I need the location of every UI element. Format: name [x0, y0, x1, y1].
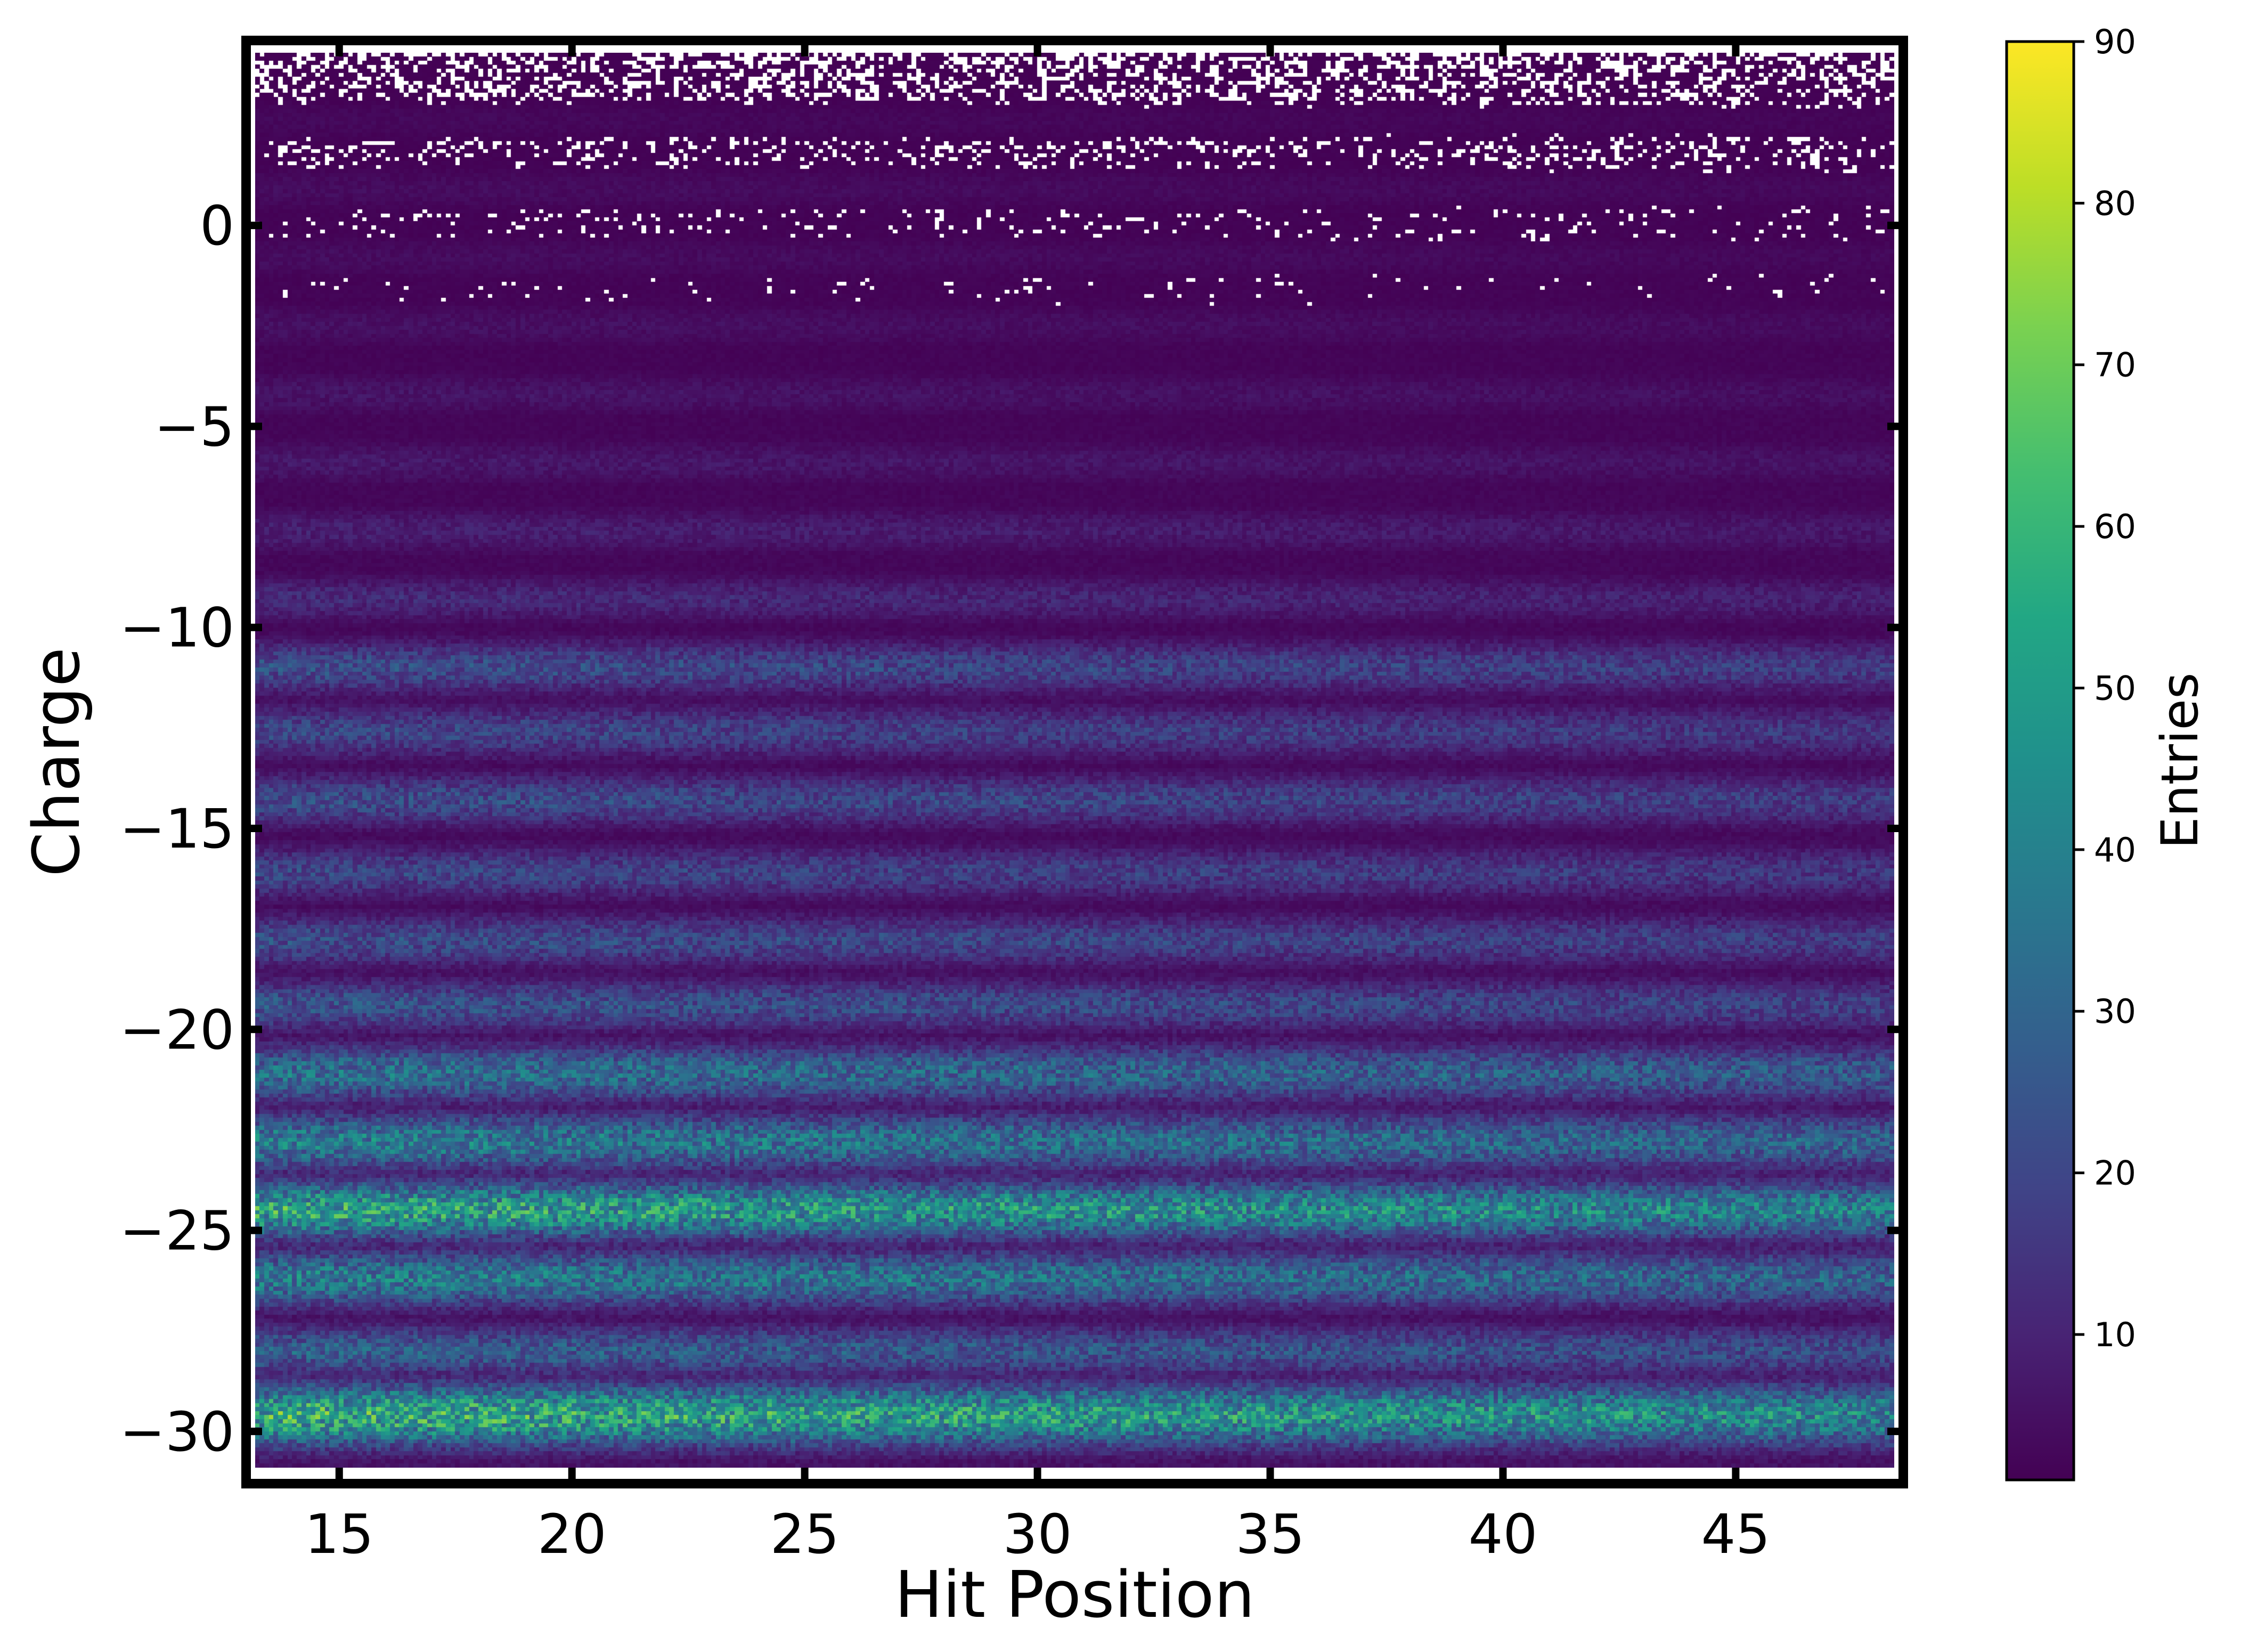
x-tick-label: 45 — [1701, 1503, 1771, 1566]
heatmap — [255, 53, 1894, 1468]
y-tick-label: −5 — [154, 395, 234, 459]
colorbar-tick-label: 70 — [2094, 346, 2136, 385]
colorbar-tick-label: 20 — [2094, 1154, 2136, 1193]
y-tick-label: −10 — [120, 597, 234, 660]
x-axis-label: Hit Position — [895, 1558, 1255, 1632]
colorbar-tick-label: 90 — [2094, 22, 2136, 61]
plot-frame — [241, 36, 1908, 1488]
x-tick-label: 15 — [305, 1503, 374, 1566]
y-tick-label: −15 — [120, 797, 234, 861]
y-tick-label: 0 — [200, 194, 234, 258]
y-axis: 0 −5 −10 −15 −20 −25 −30 — [120, 194, 1903, 1464]
x-tick-label: 30 — [1003, 1503, 1072, 1566]
x-axis: 15 20 25 30 35 40 45 — [305, 40, 1770, 1566]
heatmap-cells — [255, 53, 1894, 1468]
y-axis-label: Charge — [20, 647, 94, 877]
x-tick-label: 40 — [1469, 1503, 1538, 1566]
colorbar-tick-label: 80 — [2094, 184, 2136, 223]
colorbar-tick-label: 40 — [2094, 831, 2136, 869]
x-tick-label: 35 — [1236, 1503, 1305, 1566]
colorbar-axis: 10 20 30 40 50 60 70 80 90 — [2074, 22, 2136, 1354]
y-tick-label: −20 — [120, 998, 234, 1062]
colorbar-tick-label: 50 — [2094, 669, 2136, 707]
colorbar-tick-label: 60 — [2094, 507, 2136, 546]
y-tick-label: −25 — [120, 1200, 234, 1263]
colorbar-label: Entries — [2151, 673, 2210, 849]
y-tick-label: −30 — [120, 1401, 234, 1464]
x-tick-label: 20 — [537, 1503, 607, 1566]
x-tick-label: 25 — [770, 1503, 840, 1566]
colorbar — [2005, 40, 2075, 1482]
colorbar-tick-label: 30 — [2094, 992, 2136, 1031]
colorbar-tick-label: 10 — [2094, 1315, 2136, 1354]
